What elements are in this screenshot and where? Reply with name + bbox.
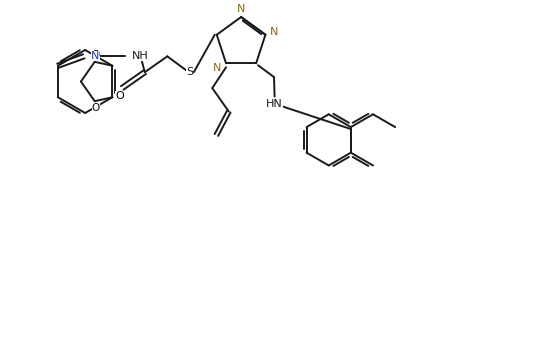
Text: N: N: [237, 4, 246, 14]
Text: N: N: [270, 27, 278, 37]
Text: O: O: [92, 103, 100, 113]
Text: NH: NH: [132, 52, 149, 61]
Text: S: S: [186, 67, 194, 77]
Text: N: N: [213, 63, 222, 73]
Text: O: O: [115, 91, 124, 101]
Text: O: O: [92, 50, 100, 60]
Text: N: N: [90, 52, 99, 61]
Text: HN: HN: [266, 100, 283, 110]
